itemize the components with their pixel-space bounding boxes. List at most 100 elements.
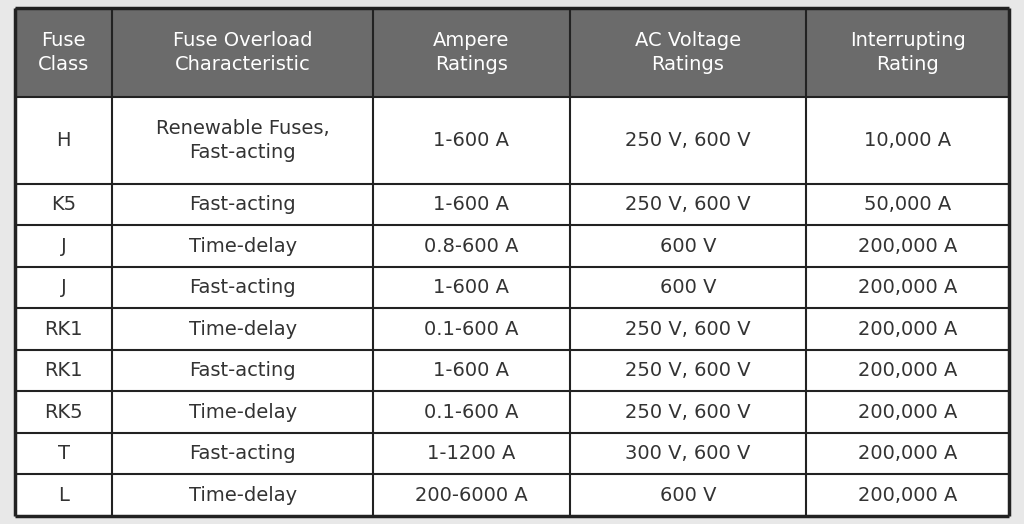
Bar [113, 184, 373, 225]
Text: 200,000 A: 200,000 A [858, 278, 957, 297]
Bar [113, 225, 373, 267]
Bar [373, 391, 569, 433]
Text: 200,000 A: 200,000 A [858, 444, 957, 463]
Text: 0.1-600 A: 0.1-600 A [424, 320, 518, 339]
Text: RK1: RK1 [44, 320, 83, 339]
Bar [569, 391, 806, 433]
Text: Time-delay: Time-delay [188, 320, 297, 339]
Bar [806, 267, 1009, 309]
Bar [569, 475, 806, 516]
Text: 200,000 A: 200,000 A [858, 403, 957, 422]
Text: Fast-acting: Fast-acting [189, 361, 296, 380]
Text: Fuse Overload
Characteristic: Fuse Overload Characteristic [173, 31, 312, 74]
Bar [569, 225, 806, 267]
Text: Interrupting
Rating: Interrupting Rating [850, 31, 966, 74]
Text: 200,000 A: 200,000 A [858, 237, 957, 256]
Text: Renewable Fuses,
Fast-acting: Renewable Fuses, Fast-acting [156, 119, 330, 162]
Bar [569, 267, 806, 309]
Text: 0.8-600 A: 0.8-600 A [424, 237, 518, 256]
Text: 1-1200 A: 1-1200 A [427, 444, 515, 463]
Bar [373, 97, 569, 184]
Bar [15, 391, 113, 433]
Bar [113, 475, 373, 516]
Bar [806, 97, 1009, 184]
Bar [569, 350, 806, 391]
Bar [113, 433, 373, 475]
Text: RK5: RK5 [44, 403, 83, 422]
Text: 250 V, 600 V: 250 V, 600 V [625, 361, 751, 380]
Bar [569, 433, 806, 475]
Bar [373, 267, 569, 309]
Bar [373, 8, 569, 97]
Text: 300 V, 600 V: 300 V, 600 V [626, 444, 751, 463]
Bar [15, 184, 113, 225]
Text: Fast-acting: Fast-acting [189, 444, 296, 463]
Text: J: J [60, 278, 67, 297]
Bar [806, 391, 1009, 433]
Bar [113, 350, 373, 391]
Bar [806, 8, 1009, 97]
Text: 250 V, 600 V: 250 V, 600 V [625, 195, 751, 214]
Text: 200,000 A: 200,000 A [858, 361, 957, 380]
Bar [15, 475, 113, 516]
Text: 1-600 A: 1-600 A [433, 278, 509, 297]
Bar [113, 97, 373, 184]
Bar [373, 475, 569, 516]
Text: L: L [58, 486, 70, 505]
Bar [569, 8, 806, 97]
Bar [806, 184, 1009, 225]
Bar [373, 184, 569, 225]
Text: Fast-acting: Fast-acting [189, 195, 296, 214]
Bar [373, 350, 569, 391]
Text: Time-delay: Time-delay [188, 403, 297, 422]
Text: 1-600 A: 1-600 A [433, 195, 509, 214]
Text: 1-600 A: 1-600 A [433, 361, 509, 380]
Bar [806, 350, 1009, 391]
Text: 200,000 A: 200,000 A [858, 320, 957, 339]
Text: Fuse
Class: Fuse Class [38, 31, 89, 74]
Text: 600 V: 600 V [659, 278, 716, 297]
Text: 200-6000 A: 200-6000 A [415, 486, 527, 505]
Bar [113, 391, 373, 433]
Bar [373, 309, 569, 350]
Bar [569, 97, 806, 184]
Text: 50,000 A: 50,000 A [864, 195, 951, 214]
Text: 600 V: 600 V [659, 237, 716, 256]
Bar [569, 184, 806, 225]
Text: J: J [60, 237, 67, 256]
Text: 10,000 A: 10,000 A [864, 131, 951, 150]
Text: AC Voltage
Ratings: AC Voltage Ratings [635, 31, 741, 74]
Text: K5: K5 [51, 195, 76, 214]
Text: Ampere
Ratings: Ampere Ratings [433, 31, 509, 74]
Bar [569, 309, 806, 350]
Bar [15, 8, 113, 97]
Text: 250 V, 600 V: 250 V, 600 V [625, 131, 751, 150]
Text: 600 V: 600 V [659, 486, 716, 505]
Text: 0.1-600 A: 0.1-600 A [424, 403, 518, 422]
Bar [373, 225, 569, 267]
Bar [806, 225, 1009, 267]
Bar [15, 309, 113, 350]
Text: RK1: RK1 [44, 361, 83, 380]
Text: 250 V, 600 V: 250 V, 600 V [625, 320, 751, 339]
Bar [806, 475, 1009, 516]
Text: Fast-acting: Fast-acting [189, 278, 296, 297]
Bar [15, 267, 113, 309]
Bar [113, 309, 373, 350]
Text: T: T [57, 444, 70, 463]
Bar [15, 433, 113, 475]
Text: H: H [56, 131, 71, 150]
Bar [806, 433, 1009, 475]
Bar [15, 350, 113, 391]
Bar [113, 267, 373, 309]
Text: 200,000 A: 200,000 A [858, 486, 957, 505]
Text: Time-delay: Time-delay [188, 237, 297, 256]
Bar [373, 433, 569, 475]
Text: 250 V, 600 V: 250 V, 600 V [625, 403, 751, 422]
Text: Time-delay: Time-delay [188, 486, 297, 505]
Bar [113, 8, 373, 97]
Bar [806, 309, 1009, 350]
Bar [15, 225, 113, 267]
Bar [15, 97, 113, 184]
Text: 1-600 A: 1-600 A [433, 131, 509, 150]
